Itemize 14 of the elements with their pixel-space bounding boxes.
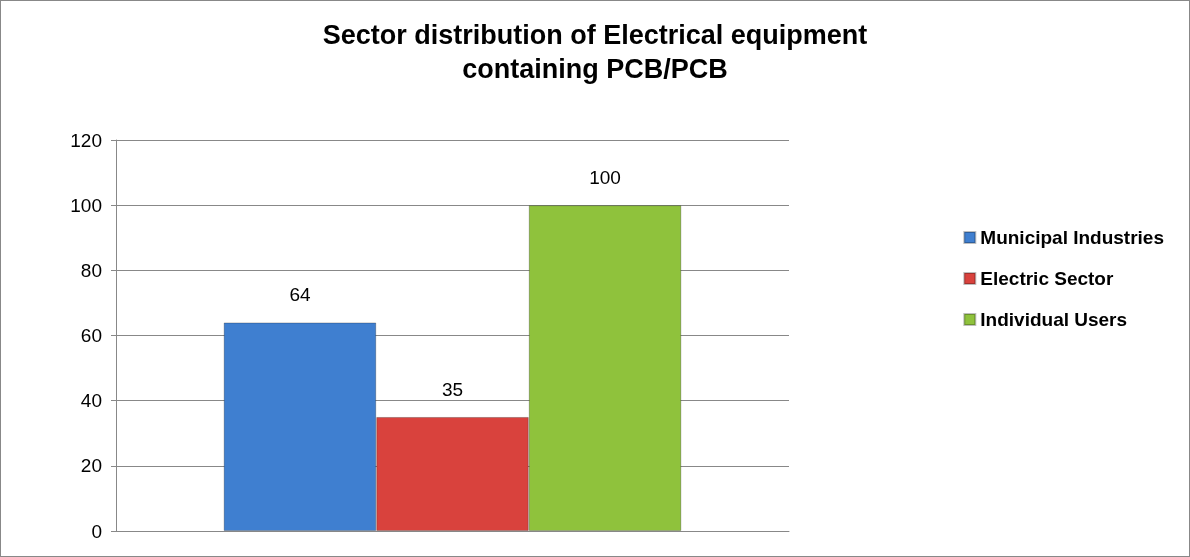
y-tick-label: 60 — [80, 325, 102, 346]
data-label: 64 — [289, 284, 311, 306]
y-tick-label: 20 — [80, 455, 102, 477]
data-label: 35 — [441, 378, 464, 400]
data-label: 100 — [589, 167, 621, 189]
legend-label: Electric Sector — [980, 268, 1114, 289]
y-tick-label: 40 — [80, 390, 102, 412]
y-tick-label: 100 — [70, 194, 102, 216]
y-tick-label: 0 — [91, 520, 102, 542]
legend-label: Individual Users — [980, 309, 1128, 330]
chart-title: Sector distribution of Electrical equipment containing PCB/PCB — [322, 20, 868, 84]
y-tick-label: 80 — [80, 259, 102, 281]
legend-label: Municipal Industries — [980, 227, 1165, 248]
y-tick-label: 120 — [70, 129, 102, 151]
